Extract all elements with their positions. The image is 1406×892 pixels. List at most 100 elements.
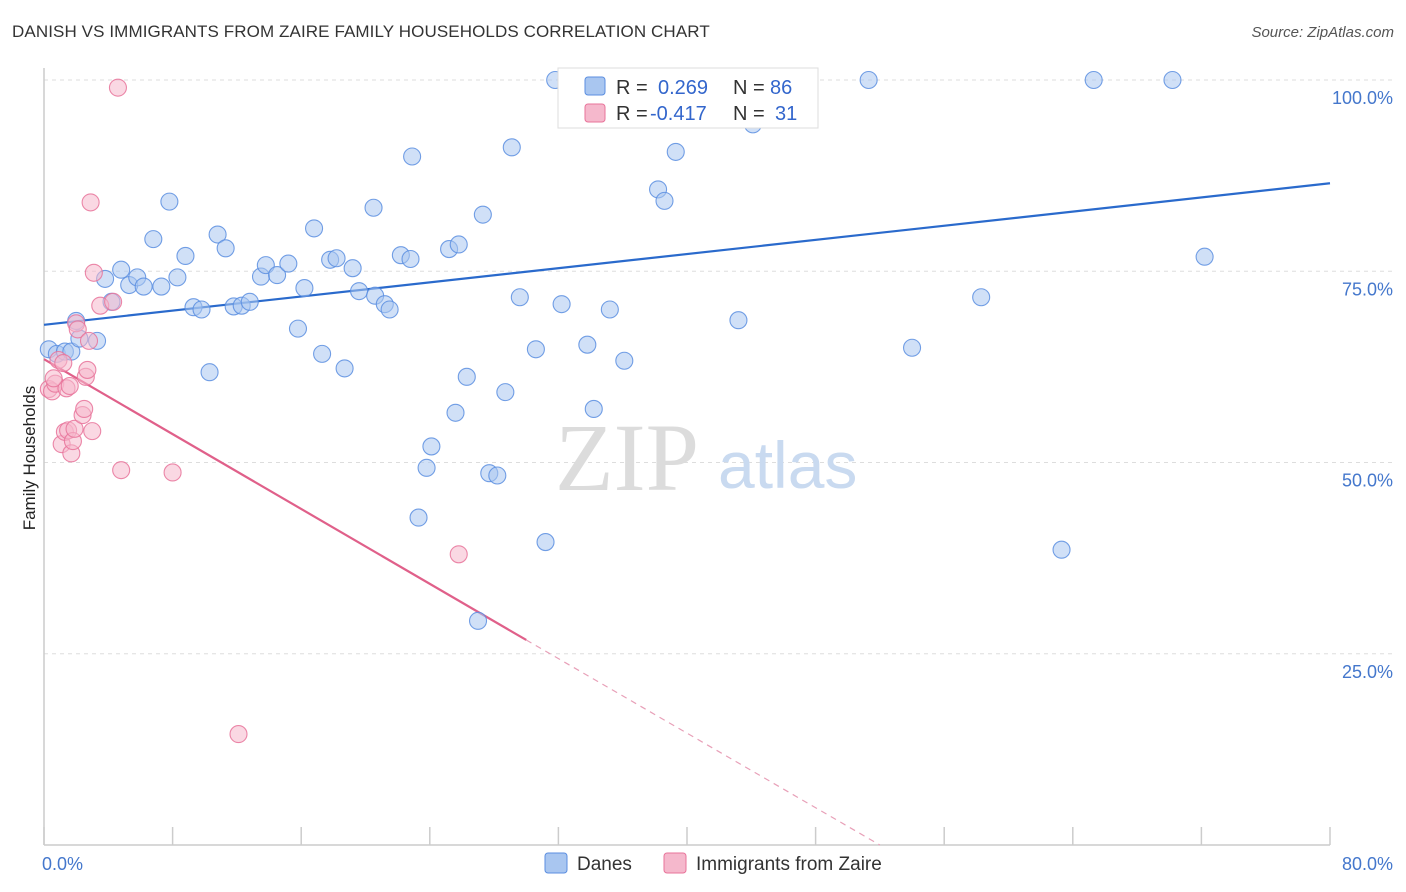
zaire-point-21 — [84, 263, 103, 282]
y-tick-label-3: 25.0% — [1342, 662, 1393, 682]
danes-point-56 — [496, 383, 515, 402]
zaire-point-13 — [68, 320, 87, 339]
danes-point-25 — [240, 292, 259, 311]
danes-n-label: N = — [733, 77, 765, 99]
danes-point-17 — [176, 246, 195, 265]
danes-point-15 — [160, 192, 179, 211]
danes-point-52 — [457, 367, 476, 386]
y-tick-label-2: 50.0% — [1342, 471, 1393, 491]
danes-n-value: 86 — [770, 77, 792, 99]
danes-point-81 — [1084, 70, 1103, 90]
danes-point-65 — [600, 300, 619, 319]
danes-point-21 — [208, 225, 227, 244]
zaire-point-27 — [229, 725, 248, 744]
watermark: ZIP atlas — [555, 404, 857, 511]
watermark-zip: ZIP — [555, 404, 699, 511]
zaire-point-19 — [81, 193, 100, 212]
y-axis-label: Family Households — [20, 386, 39, 531]
zaire-point-26 — [163, 463, 182, 482]
grid-lines — [44, 79, 1395, 655]
danes-point-28 — [268, 266, 287, 285]
danes-r-label: R = — [616, 77, 648, 99]
y-tick-label-1: 75.0% — [1342, 279, 1393, 299]
zaire-point-24 — [108, 78, 127, 97]
danes-point-39 — [364, 198, 383, 217]
data-points — [39, 70, 1214, 744]
zaire-point-25 — [112, 461, 131, 480]
chart-title: DANISH VS IMMIGRANTS FROM ZAIRE FAMILY H… — [12, 22, 710, 41]
danes-point-29 — [279, 254, 298, 273]
danes-point-53 — [473, 205, 492, 224]
danes-point-14 — [152, 277, 171, 296]
zaire-point-29 — [44, 369, 63, 388]
danes-r-value: 0.269 — [658, 77, 708, 99]
danes-point-83 — [1195, 247, 1214, 266]
zaire-point-17 — [78, 360, 97, 379]
danes-point-32 — [305, 219, 324, 238]
trend-lines — [43, 182, 1331, 846]
zaire-point-23 — [104, 292, 123, 311]
zaire-r-value: -0.417 — [650, 103, 707, 125]
zaire-n-value: 31 — [775, 103, 797, 125]
danes-point-36 — [335, 359, 354, 378]
stats-legend: R = 0.269 N = 86 R = -0.417 N = 31 — [557, 67, 819, 129]
danes-point-71 — [666, 142, 685, 161]
x-tick-label-0: 0.0% — [42, 854, 83, 874]
danes-point-64 — [584, 399, 603, 419]
axes — [43, 68, 1331, 846]
legend-zaire-swatch — [663, 852, 687, 874]
trend-line-1 — [43, 358, 527, 641]
danes-point-62 — [552, 295, 571, 314]
zaire-point-11 — [65, 419, 84, 438]
danes-point-67 — [615, 351, 634, 370]
danes-point-57 — [502, 138, 521, 157]
y-tick-labels: 100.0% 75.0% 50.0% 25.0% — [1332, 88, 1393, 682]
danes-point-82 — [1163, 70, 1182, 90]
danes-point-31 — [295, 279, 314, 298]
legend-danes-label: Danes — [577, 854, 632, 875]
legend-zaire-label: Immigrants from Zaire — [696, 854, 882, 875]
danes-point-38 — [350, 282, 369, 301]
danes-point-74 — [729, 311, 748, 330]
danes-point-55 — [488, 466, 507, 485]
danes-point-19 — [192, 300, 211, 319]
danes-point-79 — [972, 288, 991, 307]
danes-point-63 — [578, 335, 597, 354]
danes-point-78 — [902, 338, 922, 357]
x-tick-label-1: 80.0% — [1342, 854, 1393, 874]
danes-point-45 — [403, 147, 422, 166]
danes-point-13 — [144, 230, 163, 249]
danes-point-33 — [313, 344, 332, 363]
danes-point-84 — [468, 611, 488, 630]
source-label: Source: ZipAtlas.com — [1251, 24, 1394, 41]
danes-point-42 — [380, 300, 399, 319]
danes-point-12 — [134, 277, 153, 296]
zaire-point-18 — [79, 331, 99, 350]
danes-point-51 — [449, 235, 468, 254]
zaire-r-label: R = — [616, 103, 648, 125]
x-tick-labels: 0.0% 80.0% — [42, 854, 1393, 874]
danes-point-16 — [168, 268, 187, 287]
danes-point-20 — [200, 363, 219, 382]
danes-point-70 — [655, 191, 674, 210]
danes-point-22 — [216, 239, 235, 258]
zaire-point-8 — [60, 376, 79, 396]
watermark-atlas: atlas — [718, 428, 857, 502]
zaire-swatch — [584, 103, 606, 123]
legend-danes-swatch — [544, 852, 568, 874]
danes-swatch — [584, 76, 606, 96]
zaire-point-15 — [75, 399, 94, 419]
danes-point-47 — [417, 458, 436, 477]
danes-point-37 — [343, 259, 362, 278]
series-legend: Danes Immigrants from Zaire — [544, 852, 882, 875]
zaire-point-28 — [449, 545, 468, 564]
danes-point-80 — [1052, 540, 1071, 559]
danes-point-77 — [859, 70, 878, 90]
danes-point-9 — [112, 260, 131, 279]
zaire-point-20 — [83, 422, 102, 441]
danes-point-50 — [446, 403, 465, 422]
zaire-n-label: N = — [733, 103, 765, 125]
danes-point-60 — [536, 533, 555, 552]
danes-point-46 — [409, 508, 428, 527]
